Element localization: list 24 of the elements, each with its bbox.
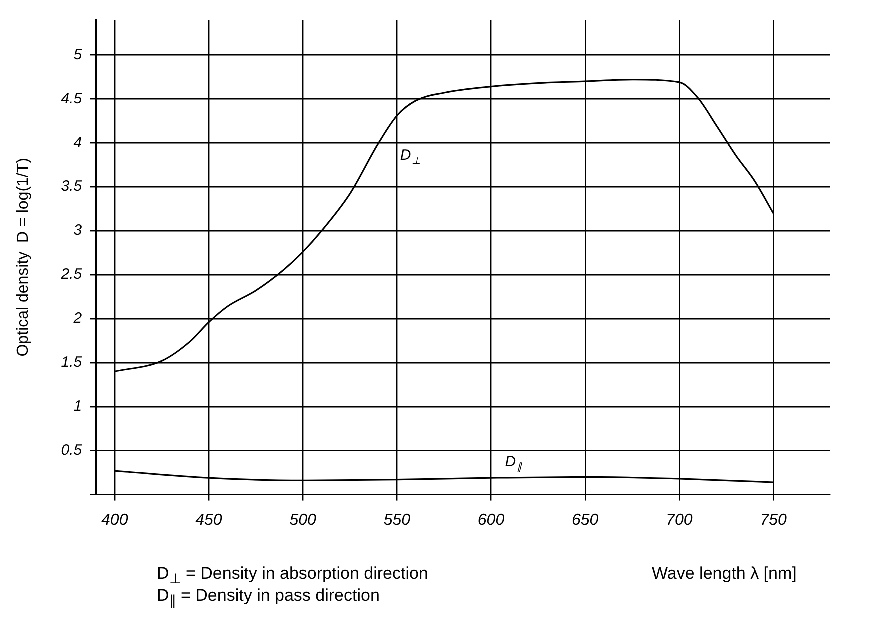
y-tick-label: 1	[74, 398, 82, 416]
x-axis-title: Wave length λ [nm]	[652, 564, 797, 584]
x-tick-label: 650	[572, 512, 599, 529]
text: D$_{⊥}$ = Density in absorption direction	[157, 564, 428, 588]
x-tick-label: 600	[478, 512, 505, 529]
y-tick-label: 0.5	[61, 442, 83, 460]
x-tick-label: 700	[666, 512, 693, 529]
y-tick-label: 4.5	[61, 90, 83, 108]
series-label: D∥	[505, 453, 524, 473]
y-tick-label: 1.5	[61, 354, 83, 372]
y-tick-label: 5	[74, 46, 83, 64]
y-axis-title: Optical density D = log(1/T)	[15, 158, 32, 357]
y-tick-label: 2.5	[60, 266, 83, 284]
series-label: D⊥	[400, 147, 422, 167]
x-tick-label: 500	[290, 512, 317, 529]
x-tick-label: 450	[196, 512, 222, 529]
x-tick-label: 550	[384, 512, 411, 529]
y-tick-label: 2	[72, 310, 83, 328]
x-tick-label: 750	[760, 512, 787, 529]
y-tick-label: 3	[74, 222, 83, 240]
text: D$_{∥}$ = Density in pass direction	[157, 586, 380, 610]
y-tick-label: 4	[74, 134, 82, 152]
x-tick-label: 400	[102, 512, 128, 529]
y-tick-label: 3.5	[61, 178, 83, 196]
